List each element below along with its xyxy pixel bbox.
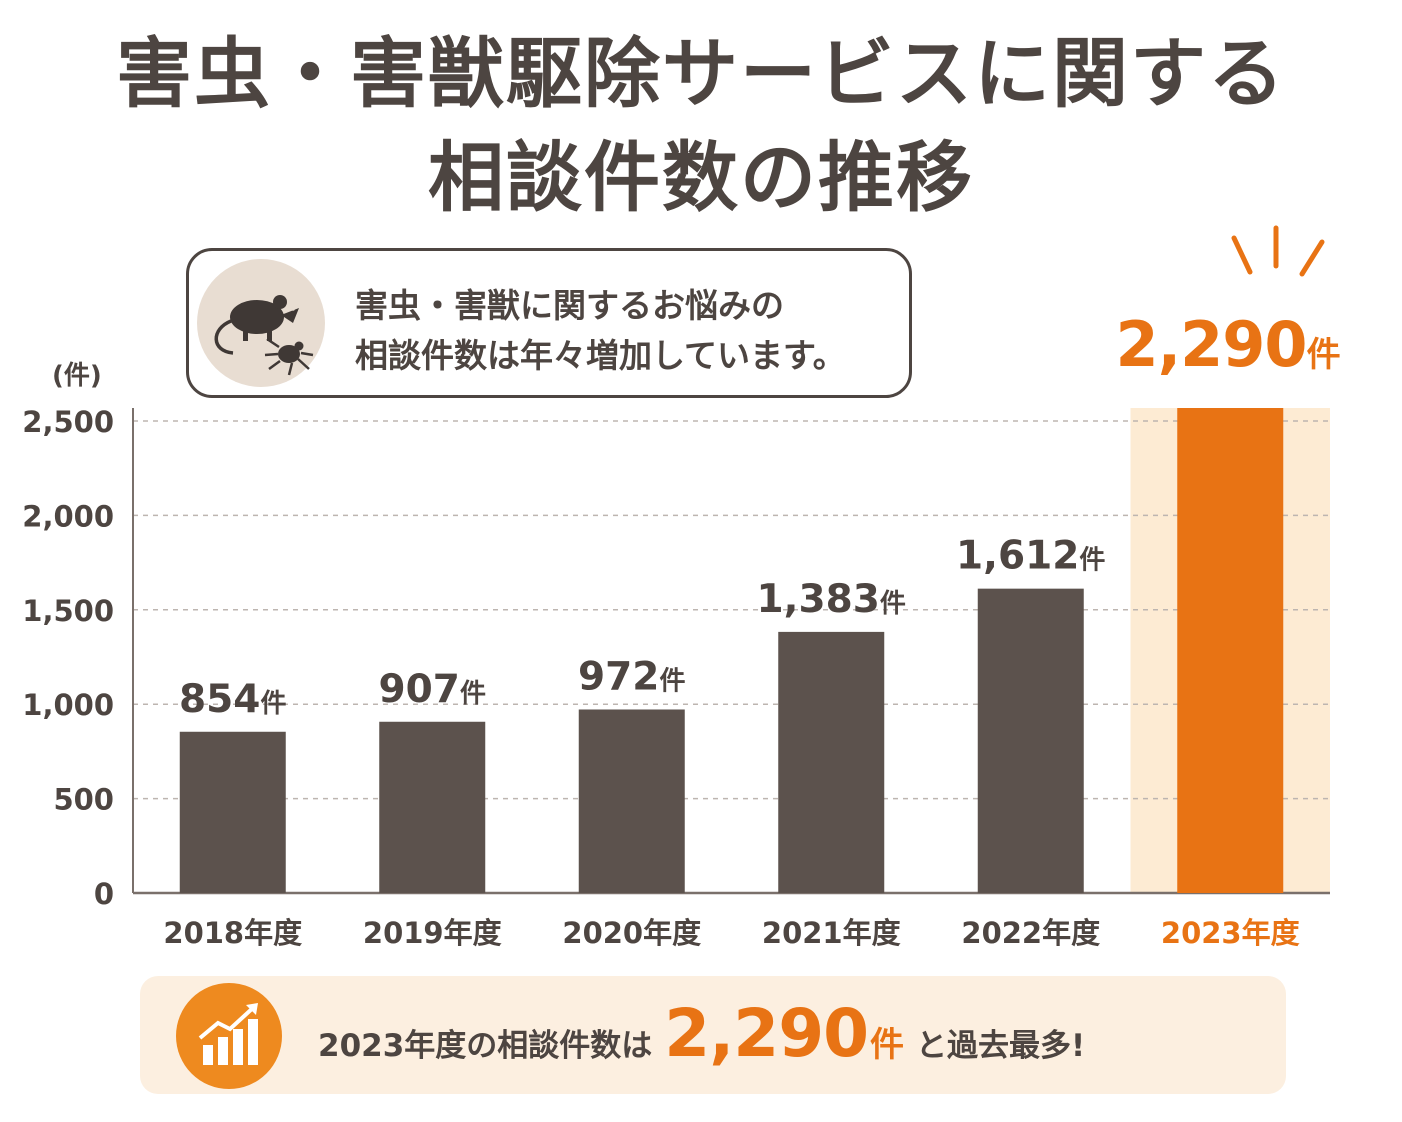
summary-suffix: と過去最多!: [916, 1028, 1086, 1064]
y-tick-label: 1,500: [22, 594, 114, 628]
x-tick-label: 2023年度: [1161, 916, 1300, 950]
highlight-value-label: 2,290件: [1106, 308, 1350, 381]
data-label-unit: 件: [1079, 546, 1105, 576]
data-label: 972件: [578, 654, 685, 699]
data-label-unit: 件: [659, 666, 685, 696]
y-tick-label: 0: [94, 877, 114, 911]
x-tick-label: 2022年度: [961, 916, 1100, 950]
data-label-unit: 件: [460, 679, 486, 709]
summary-text: 2023年度の相談件数は 2,290 件 と過去最多!: [318, 984, 1085, 1084]
summary-prefix: 2023年度の相談件数は: [318, 1028, 653, 1064]
bar: [179, 731, 286, 893]
summary-banner: 2023年度の相談件数は 2,290 件 と過去最多!: [140, 976, 1286, 1094]
summary-value: 2,290: [664, 995, 869, 1072]
data-label-unit: 件: [880, 589, 906, 619]
burst-stroke: [1299, 239, 1325, 277]
highlight-unit: 件: [1306, 335, 1341, 375]
y-tick-label: 2,000: [22, 499, 114, 533]
data-label-unit: 件: [260, 689, 286, 719]
callout-box: 害虫・害獣に関するお悩みの 相談件数は年々増加しています。: [186, 248, 912, 398]
x-tick-label: 2018年度: [163, 916, 302, 950]
rat-and-tick-icon: [197, 259, 325, 387]
x-tick-label: 2019年度: [363, 916, 502, 950]
data-label: 854件: [179, 677, 286, 722]
bar: [1177, 408, 1284, 893]
summary-unit: 件: [870, 1025, 905, 1065]
x-tick-label: 2021年度: [762, 916, 901, 950]
bar: [977, 588, 1084, 893]
bar: [379, 721, 486, 893]
bar: [778, 631, 885, 893]
y-tick-label: 2,500: [22, 405, 114, 439]
x-tick-label: 2020年度: [562, 916, 701, 950]
y-axis-unit-label: (件): [52, 361, 102, 391]
highlight-value: 2,290: [1115, 308, 1307, 381]
y-tick-label: 1,000: [22, 688, 114, 722]
callout-text: 害虫・害獣に関するお悩みの 相談件数は年々増加しています。: [355, 281, 846, 381]
chart-title-line1: 害虫・害獣駆除サービスに関する: [116, 29, 1286, 118]
chart-title-line2: 相談件数の推移: [428, 133, 974, 222]
y-tick-label: 500: [53, 783, 114, 817]
bar: [578, 709, 685, 893]
data-label: 1,383件: [757, 577, 906, 622]
growth-chart-icon: [176, 983, 282, 1089]
callout-line1: 害虫・害獣に関するお悩みの: [355, 286, 784, 325]
data-label: 1,612件: [956, 534, 1105, 579]
callout-line2: 相談件数は年々増加しています。: [355, 336, 846, 375]
data-label: 907件: [379, 667, 486, 712]
burst-stroke: [1231, 235, 1253, 275]
